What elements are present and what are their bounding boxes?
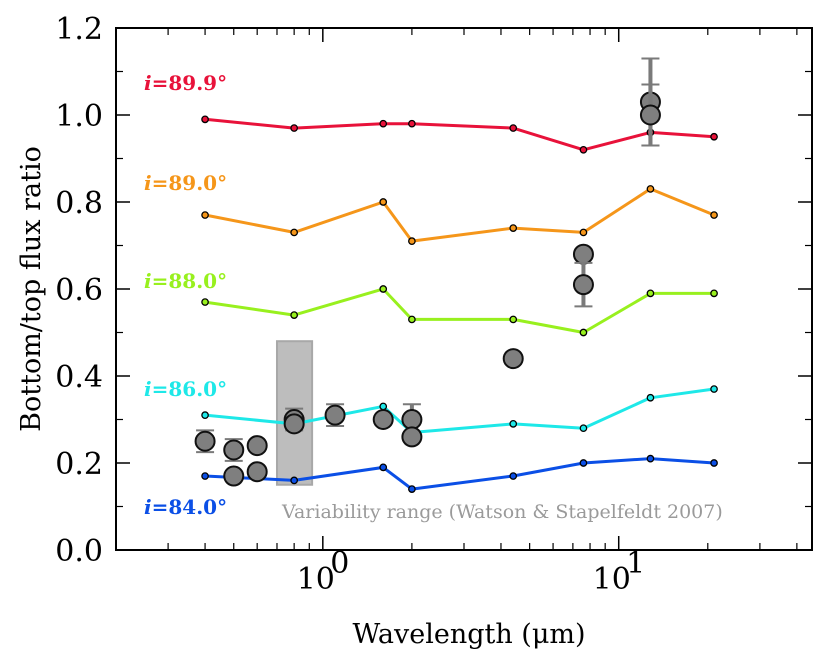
observation-point — [639, 104, 661, 126]
series-label-value: 88.0° — [168, 269, 227, 293]
observation-point — [283, 413, 305, 435]
series-point — [379, 402, 388, 411]
series-label-value: 89.9° — [168, 71, 227, 95]
observation-point — [372, 409, 394, 430]
observation-point — [246, 435, 268, 457]
series-label: i=88.0° — [144, 269, 227, 293]
observation-point — [572, 243, 594, 265]
x-axis-title: Wavelength (μm) — [352, 619, 585, 650]
series-point — [646, 454, 655, 463]
series-point — [579, 424, 588, 433]
observation-point — [502, 348, 524, 370]
plot-frame — [115, 27, 813, 551]
series-point — [379, 463, 388, 472]
x-tick-label: 10 — [297, 562, 335, 597]
observation-point — [246, 461, 268, 483]
series-label: i=89.9° — [144, 71, 227, 95]
series-point — [509, 472, 518, 480]
series-point — [509, 124, 518, 132]
observation-point — [401, 426, 423, 448]
series-point — [579, 328, 588, 337]
series-point — [509, 315, 518, 324]
y-tick-label: 1.2 — [55, 12, 103, 47]
y-tick-labels: 0.0 0.2 0.4 0.6 0.8 1.0 1.2 — [55, 12, 103, 569]
y-tick-label: 0.0 — [55, 534, 103, 569]
series-point — [408, 237, 416, 245]
y-tick-label: 0.6 — [55, 273, 103, 308]
series-line — [204, 387, 715, 434]
series-point — [710, 211, 718, 219]
series-labels: i=89.9°i=89.0°i=88.0°i=86.0°i=84.0° — [144, 71, 227, 519]
series-label: i=89.0° — [144, 171, 227, 195]
series-line — [204, 287, 715, 334]
series-point — [201, 211, 209, 219]
observation-point — [223, 465, 245, 487]
series-label: i=86.0° — [144, 377, 227, 401]
series-point — [710, 385, 718, 393]
x-tick-exponent: 1 — [626, 546, 645, 581]
x-tick-exponent: 0 — [330, 546, 349, 581]
variability-label: Variability range (Watson & Stapelfeldt … — [281, 501, 723, 523]
y-tick-label: 0.4 — [55, 360, 103, 395]
observation-point — [194, 430, 216, 452]
series-lines — [201, 115, 718, 493]
x-tick-labels: 100 101 — [297, 546, 646, 597]
series-point — [379, 198, 388, 206]
series-label-prefix: i= — [144, 269, 168, 293]
series-point — [290, 124, 298, 132]
series-point — [579, 228, 588, 237]
series-label-value: 84.0° — [168, 495, 227, 519]
y-tick-label: 0.8 — [55, 186, 103, 221]
series-label-prefix: i= — [144, 71, 168, 95]
y-axis-title: Bottom/top flux ratio — [16, 146, 47, 432]
series-point — [379, 119, 388, 128]
series-label-prefix: i= — [144, 495, 168, 519]
y-tick-label: 1.0 — [55, 99, 103, 134]
series-label-value: 86.0° — [168, 377, 227, 401]
series-point — [201, 411, 209, 419]
observation-point — [324, 404, 346, 426]
observations — [194, 57, 661, 487]
series-point — [408, 315, 416, 324]
series-label-prefix: i= — [144, 377, 168, 401]
series-point — [646, 185, 655, 193]
series-point — [379, 285, 388, 293]
series-point — [290, 311, 298, 319]
series-point — [579, 145, 588, 154]
observation-point — [401, 409, 423, 430]
series-point — [509, 419, 518, 428]
series-point — [579, 459, 588, 467]
series-point — [710, 132, 718, 141]
series-point — [646, 393, 655, 402]
observation-point — [223, 439, 245, 461]
x-tick-label: 10 — [593, 562, 631, 597]
series-point — [201, 298, 209, 306]
series-line — [204, 187, 715, 243]
series-point — [710, 459, 718, 467]
series-point — [710, 289, 718, 298]
series-point — [201, 472, 209, 480]
series-label: i=84.0° — [144, 495, 227, 519]
series-label-value: 89.0° — [168, 171, 227, 195]
series-point — [201, 115, 209, 124]
series-line — [205, 457, 715, 491]
series-line — [204, 117, 715, 152]
observation-point — [572, 274, 594, 296]
series-point — [290, 228, 298, 237]
series-point — [646, 289, 655, 298]
series-point — [408, 119, 416, 128]
series-point — [290, 476, 298, 485]
series-label-prefix: i= — [144, 171, 168, 195]
series-point — [408, 485, 416, 493]
series-point — [509, 224, 518, 232]
y-tick-label: 0.2 — [55, 447, 103, 482]
